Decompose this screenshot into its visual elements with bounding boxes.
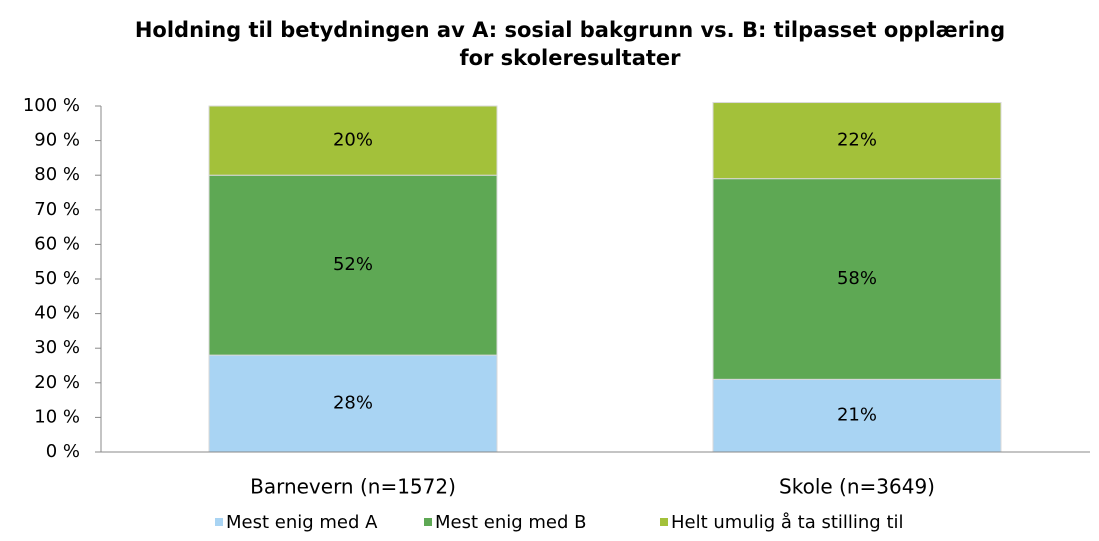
- data-label: 20%: [333, 130, 373, 151]
- bar-segment: [712, 378, 1002, 453]
- y-tick-label: 100 %: [23, 95, 80, 116]
- data-label: 28%: [333, 393, 373, 414]
- y-tick-label: 10 %: [34, 406, 80, 427]
- y-tick-label: 70 %: [34, 199, 80, 220]
- x-tick-label: Skole (n=3649): [779, 475, 935, 499]
- bar-segment: [712, 178, 1002, 380]
- legend-label: Helt umulig å ta stilling til: [671, 512, 904, 533]
- y-tick-label: 0 %: [46, 441, 80, 462]
- y-tick-label: 20 %: [34, 372, 80, 393]
- bar-segment: [208, 174, 498, 356]
- data-label: 21%: [837, 405, 877, 426]
- legend-swatch: [215, 518, 223, 526]
- data-label: 22%: [837, 130, 877, 151]
- y-tick-label: 30 %: [34, 337, 80, 358]
- x-tick-label: Barnevern (n=1572): [250, 475, 456, 499]
- y-tick-label: 40 %: [34, 303, 80, 324]
- data-label: 52%: [333, 254, 373, 275]
- data-label: 58%: [837, 268, 877, 289]
- bar-segment: [208, 105, 498, 176]
- y-tick-label: 50 %: [34, 268, 80, 289]
- y-tick-label: 60 %: [34, 233, 80, 254]
- legend-swatch: [660, 518, 668, 526]
- chart-title: Holdning til betydningen av A: sosial ba…: [134, 18, 1006, 70]
- y-tick-label: 90 %: [34, 130, 80, 151]
- legend-label: Mest enig med A: [226, 512, 378, 533]
- legend-swatch: [424, 518, 432, 526]
- bar-segment: [712, 102, 1002, 180]
- y-tick-label: 80 %: [34, 164, 80, 185]
- legend-label: Mest enig med B: [435, 512, 587, 533]
